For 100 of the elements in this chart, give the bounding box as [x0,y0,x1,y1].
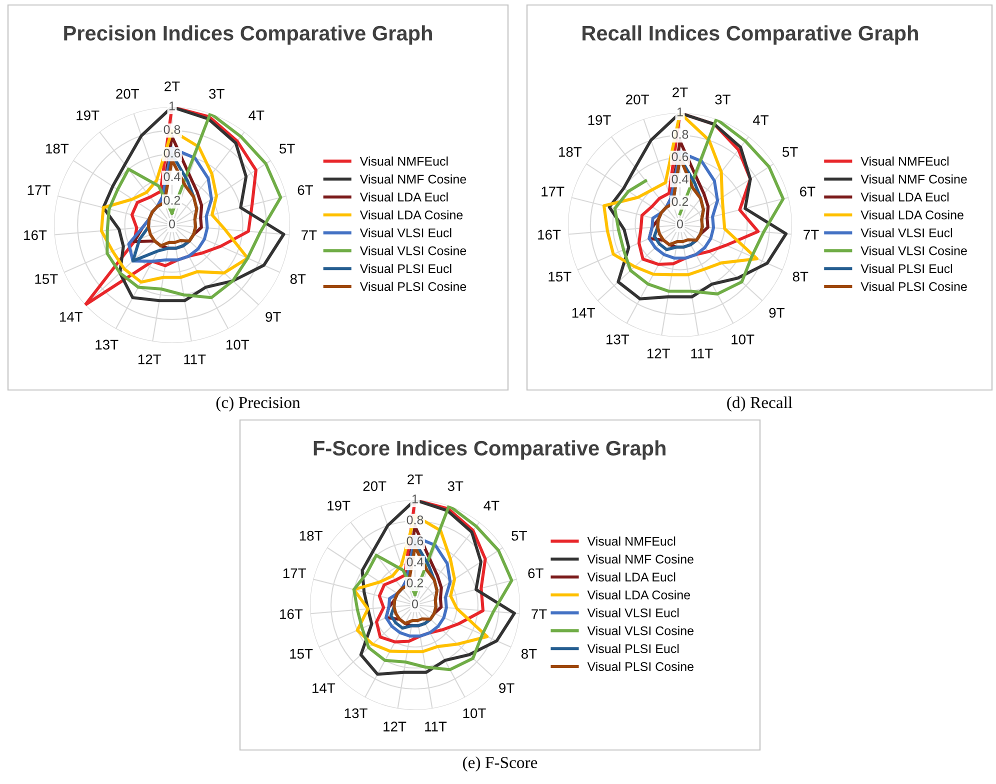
spoke-label: 18T [559,147,582,157]
legend-label: Visual LDA Eucl [587,572,676,582]
spoke-label: 6T [528,568,544,578]
y-tick-label: 0.6 [672,152,688,162]
spoke-label: 20T [626,94,649,104]
legend-label: Visual NMF Cosine [587,554,694,564]
spoke-label: 13T [344,708,368,718]
spoke-label: 11T [425,722,447,732]
legend-label: Visual LDA Eucl [860,192,949,202]
spoke-label: 5T [280,144,295,154]
spoke-label: 3T [448,481,464,492]
spoke-label: 12T [647,348,670,358]
legend-label: Visual NMFEucl [360,156,448,166]
legend-label: Visual LDA Cosine [587,590,690,600]
legend-label: Visual NMFEucl [860,156,949,166]
spoke-label: 11T [184,354,206,364]
y-tick-label: 0.8 [672,130,688,139]
spoke-label: 14T [60,312,83,322]
legend-label: Visual PLSI Cosine [360,282,466,292]
spoke-label: 12T [138,354,162,364]
spoke-label: 19T [328,500,350,511]
spoke-label: 12T [384,722,406,732]
legend-label: Visual VLSI Cosine [360,246,466,256]
spoke-label: 9T [266,312,281,322]
spoke-label: 4T [248,110,264,120]
y-tick-label: 0.8 [406,516,424,524]
spoke-label: 18T [46,144,69,154]
spoke-label: 10T [463,708,486,718]
y-tick-label: 0.2 [164,196,180,205]
spoke-label: 7T [804,230,819,240]
legend-label: Visual VLSI Eucl [587,608,679,618]
spoke-label: 19T [588,115,611,125]
y-tick-label: 0.8 [164,125,180,134]
spoke-label: 3T [715,94,730,104]
chart-title: Precision Indices Comparative Graph [64,25,432,45]
spoke-label: 16T [538,230,561,240]
spoke-label: 6T [800,186,816,196]
spoke-label: 20T [363,481,386,492]
spoke-label: 13T [606,334,630,344]
y-tick-label: 1 [412,494,418,504]
y-tick-label: 1 [169,102,175,110]
spoke-label: 10T [732,334,754,344]
legend-label: Visual PLSI Eucl [860,264,952,274]
spoke-label: 10T [226,340,250,350]
spoke-label: 6T [298,185,314,195]
y-tick-label: 0 [412,600,418,608]
spoke-label: 2T [164,81,180,92]
y-tick-label: 0.2 [406,578,424,588]
legend-label: Visual LDA Eucl [360,192,448,202]
spoke-label: 9T [499,683,514,694]
y-tick-label: 0.6 [406,536,424,546]
spoke-label: 19T [76,110,100,120]
spoke-label: 4T [752,115,769,125]
spoke-label: 7T [302,230,317,240]
spoke-label: 8T [290,274,306,284]
text: (e) F-Score [463,756,538,772]
spoke-label: 18T [300,530,322,541]
spoke-label: 15T [35,274,58,284]
legend-label: Visual PLSI Cosine [860,282,967,292]
spoke-label: 4T [484,500,500,510]
legend-label: Visual NMF Cosine [860,174,967,184]
spoke-label: 17T [28,185,50,195]
spoke-label: 16T [24,230,47,240]
legend-label: Visual PLSI Eucl [587,644,679,654]
spoke-label: 3T [209,88,224,99]
y-tick-label: 1 [677,108,683,116]
spoke-label: 16T [280,609,303,620]
y-tick-label: 0.4 [406,558,424,566]
chart-title: Recall Indices Comparative Graph [582,25,918,45]
spoke-label: 11T [691,348,713,358]
spoke-label: 17T [542,186,564,196]
spoke-label: 9T [769,308,784,318]
spoke-label: 14T [312,683,336,693]
spoke-label: 15T [290,649,313,659]
legend-label: Visual VLSI Cosine [587,626,694,636]
spoke-label: 14T [572,308,595,318]
spoke-label: 2T [672,87,688,98]
spoke-label: 20T [116,88,140,99]
spoke-label: 15T [548,272,572,282]
spoke-label: 7T [532,609,547,619]
y-tick-label: 0.4 [672,174,688,184]
spoke-label: 17T [283,568,306,578]
text: (d) Recall [727,396,792,412]
y-tick-label: 0 [169,220,175,228]
y-tick-label: 0.4 [164,172,180,182]
spoke-label: 8T [521,648,537,659]
text: (c) Precision [216,396,300,412]
chart-title: F-Score Indices Comparative Graph [314,440,666,460]
legend-label: Visual LDA Cosine [860,210,964,220]
legend-label: Visual PLSI Cosine [587,662,694,672]
legend-label: Visual VLSI Eucl [360,228,452,238]
legend-label: Visual VLSI Eucl [860,228,952,238]
y-tick-label: 0.6 [164,148,180,158]
legend-label: Visual NMF Cosine [360,174,466,184]
spoke-label: 2T [408,474,423,484]
spoke-label: 5T [512,530,527,541]
spoke-label: 5T [782,147,798,157]
spoke-label: 8T [792,272,808,282]
legend-label: Visual LDA Cosine [360,210,463,220]
spoke-label: 13T [96,340,118,350]
